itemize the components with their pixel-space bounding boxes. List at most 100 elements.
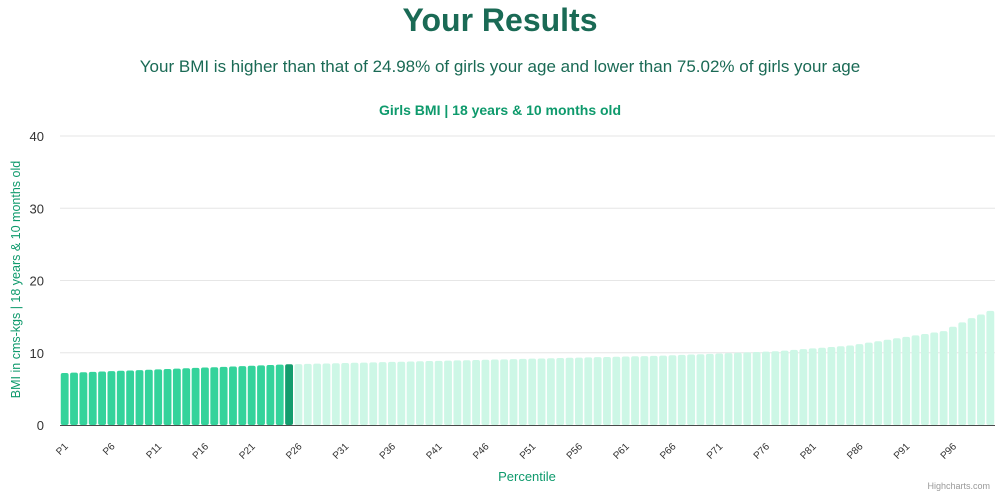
bar[interactable] — [341, 363, 350, 425]
bar[interactable] — [705, 353, 714, 425]
bar[interactable] — [359, 362, 368, 425]
bar[interactable] — [331, 363, 340, 425]
bar[interactable] — [537, 358, 546, 425]
bar[interactable] — [518, 358, 527, 425]
bar[interactable] — [565, 357, 574, 425]
bar[interactable] — [556, 358, 565, 425]
bar[interactable] — [575, 357, 583, 425]
bar[interactable] — [219, 366, 228, 425]
bar[interactable] — [397, 361, 406, 425]
bar[interactable] — [986, 310, 995, 425]
bar[interactable] — [257, 365, 265, 425]
bar[interactable] — [836, 346, 845, 425]
bar[interactable] — [79, 372, 88, 425]
bar[interactable] — [649, 355, 658, 425]
bar[interactable] — [762, 351, 770, 425]
bar[interactable] — [472, 359, 480, 425]
bar[interactable] — [528, 358, 537, 425]
bar[interactable] — [818, 347, 826, 425]
bar[interactable] — [546, 358, 555, 425]
bar[interactable] — [182, 368, 191, 425]
bar[interactable] — [350, 362, 359, 425]
bar[interactable] — [369, 362, 378, 425]
bar[interactable] — [462, 360, 471, 425]
bar[interactable] — [593, 357, 602, 425]
bar[interactable] — [659, 355, 667, 425]
bar[interactable] — [715, 353, 724, 425]
bar[interactable] — [229, 366, 237, 425]
bar[interactable] — [406, 361, 415, 425]
bar[interactable] — [490, 359, 499, 425]
bar[interactable] — [949, 326, 957, 425]
bar[interactable] — [677, 354, 686, 425]
bar[interactable] — [191, 367, 200, 425]
bar[interactable] — [266, 365, 275, 425]
bar[interactable] — [444, 360, 452, 425]
bar[interactable] — [416, 361, 424, 425]
bar[interactable] — [210, 367, 219, 425]
bar[interactable] — [808, 348, 817, 425]
bar[interactable] — [883, 339, 892, 425]
bar[interactable] — [930, 332, 939, 425]
bar[interactable] — [958, 322, 967, 425]
bar[interactable] — [154, 369, 163, 425]
bar[interactable] — [275, 364, 284, 425]
bar[interactable] — [631, 356, 639, 425]
bar[interactable] — [135, 370, 144, 425]
bar[interactable] — [892, 338, 901, 425]
bar[interactable] — [584, 357, 593, 425]
bar[interactable] — [967, 318, 976, 425]
bar[interactable] — [846, 345, 854, 425]
bar[interactable] — [827, 346, 836, 425]
bar[interactable] — [612, 356, 621, 425]
bar[interactable] — [911, 335, 920, 425]
bar[interactable] — [780, 350, 789, 425]
bar-current-percentile[interactable] — [285, 364, 293, 425]
bar[interactable] — [60, 372, 69, 425]
bar[interactable] — [668, 355, 677, 425]
bar[interactable] — [855, 344, 864, 425]
bar[interactable] — [799, 349, 808, 425]
bar[interactable] — [322, 363, 331, 425]
bar[interactable] — [378, 362, 387, 425]
bar[interactable] — [163, 369, 172, 425]
bar[interactable] — [144, 369, 153, 425]
chart-credits[interactable]: Highcharts.com — [927, 481, 990, 491]
bar[interactable] — [500, 359, 509, 425]
bar[interactable] — [733, 352, 742, 425]
bar[interactable] — [771, 351, 780, 425]
bar[interactable] — [724, 353, 733, 425]
bar[interactable] — [388, 361, 396, 425]
bar[interactable] — [864, 342, 873, 425]
bar[interactable] — [874, 341, 883, 425]
bar[interactable] — [509, 359, 518, 425]
bar[interactable] — [201, 367, 209, 425]
bar[interactable] — [172, 368, 181, 425]
bar[interactable] — [640, 356, 649, 425]
bar[interactable] — [696, 354, 705, 425]
bar[interactable] — [603, 356, 611, 425]
bar[interactable] — [98, 371, 106, 425]
bar[interactable] — [752, 352, 761, 425]
bar[interactable] — [238, 366, 247, 425]
bar[interactable] — [294, 364, 303, 425]
bar[interactable] — [303, 363, 312, 425]
bar[interactable] — [70, 372, 78, 425]
bar[interactable] — [481, 359, 490, 425]
bar[interactable] — [247, 365, 256, 425]
bar[interactable] — [902, 336, 911, 425]
bar[interactable] — [107, 371, 116, 425]
bar[interactable] — [116, 370, 125, 425]
bar[interactable] — [687, 354, 696, 425]
bar[interactable] — [453, 360, 462, 425]
bar[interactable] — [920, 333, 929, 425]
bar[interactable] — [88, 371, 97, 425]
bar[interactable] — [939, 331, 948, 425]
bar[interactable] — [434, 360, 443, 425]
bar[interactable] — [977, 314, 985, 425]
bar[interactable] — [126, 370, 135, 425]
bar[interactable] — [425, 361, 434, 425]
bar[interactable] — [621, 356, 630, 425]
bar[interactable] — [313, 363, 322, 425]
bar[interactable] — [743, 352, 752, 425]
